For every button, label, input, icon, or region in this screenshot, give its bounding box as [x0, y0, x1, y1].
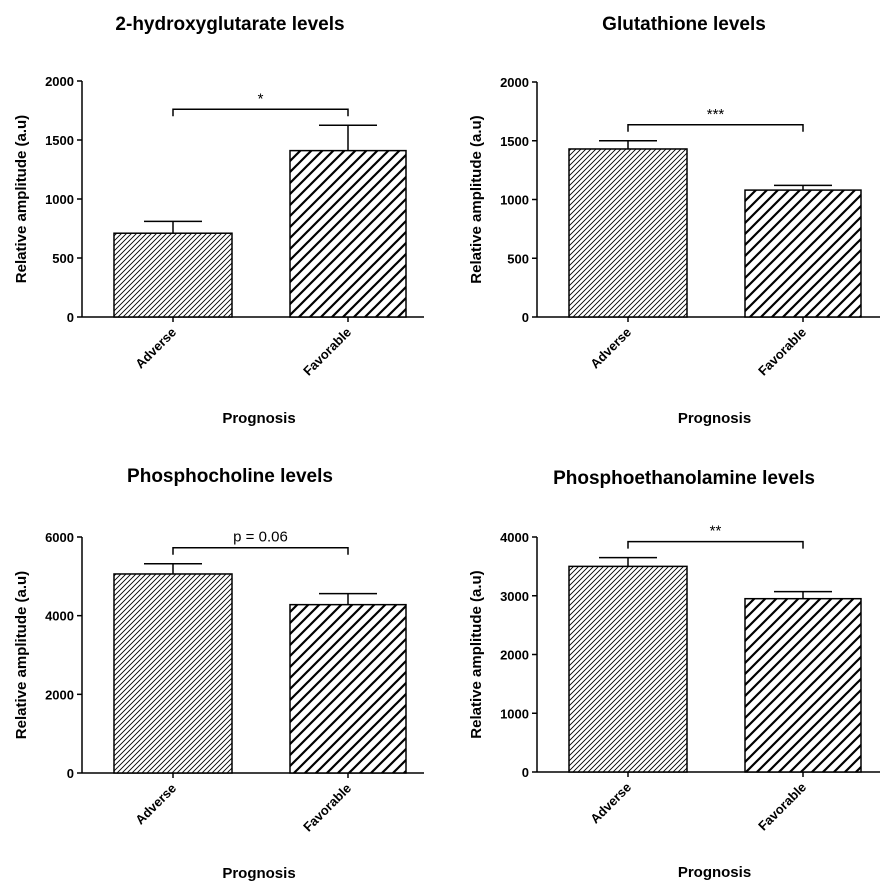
y-tick-label: 0: [522, 765, 529, 780]
y-tick-label: 2000: [45, 74, 74, 89]
significance-bracket: [627, 124, 804, 132]
y-tick-label: 0: [67, 766, 74, 781]
significance-bracket: [627, 540, 804, 549]
y-tick-label: 1000: [500, 706, 529, 721]
y-tick-label: 4000: [45, 609, 74, 624]
x-tick-label: Favorable: [755, 780, 809, 834]
y-tick-label: 2000: [500, 75, 529, 90]
x-tick-label: Adverse: [587, 325, 634, 372]
significance-bracket: [172, 108, 349, 117]
x-axis-label: Prognosis: [678, 864, 751, 881]
y-tick-label: 1000: [500, 193, 529, 208]
y-axis-label: Relative amplitude (a.u): [468, 570, 485, 738]
y-tick-label: 2000: [500, 648, 529, 663]
significance-label: ***: [707, 106, 725, 123]
x-axis-label: Prognosis: [222, 865, 295, 881]
y-tick-label: 1500: [500, 134, 529, 149]
chart-title: Phosphoethanolamine levels: [553, 468, 815, 489]
significance-label: **: [710, 523, 722, 540]
x-tick-label: Adverse: [587, 780, 634, 827]
y-tick-label: 2000: [45, 687, 74, 702]
chart-panel-4: Phosphoethanolamine levels Relative ampli…: [468, 468, 880, 881]
y-tick-label: 4000: [500, 530, 529, 545]
chart-panel-3: Phosphocholine levels Relative amplitude …: [13, 466, 424, 881]
x-axis-label: Prognosis: [222, 410, 295, 427]
significance-bracket: [172, 546, 349, 555]
x-tick-label: Favorable: [300, 325, 354, 379]
significance-label: p = 0.06: [233, 529, 288, 546]
y-tick-label: 500: [507, 251, 529, 266]
y-tick-label: 0: [522, 310, 529, 325]
bar-adverse: [568, 565, 688, 773]
y-axis-label: Relative amplitude (a.u): [13, 571, 30, 739]
x-tick-label: Adverse: [132, 325, 179, 372]
y-axis-label: Relative amplitude (a.u): [13, 115, 30, 283]
y-axis-label: Relative amplitude (a.u): [468, 115, 485, 283]
bar-favorable: [289, 149, 407, 318]
x-tick-label: Adverse: [132, 781, 179, 828]
bar-favorable: [289, 603, 407, 774]
bar-favorable: [744, 597, 862, 773]
y-tick-label: 6000: [45, 530, 74, 545]
y-tick-label: 3000: [500, 589, 529, 604]
y-tick-label: 1000: [45, 192, 74, 207]
chart-title: Phosphocholine levels: [127, 466, 333, 487]
bar-adverse: [113, 232, 233, 318]
chart-panel-1: 2-hydroxyglutarate levels Relative amplit…: [13, 14, 424, 427]
bar-adverse: [113, 573, 233, 774]
bar-favorable: [744, 189, 862, 318]
chart-title: 2-hydroxyglutarate levels: [115, 14, 344, 35]
chart-title: Glutathione levels: [602, 14, 766, 35]
y-tick-label: 0: [67, 310, 74, 325]
chart-panel-2: Glutathione levels Relative amplitude (a.…: [468, 14, 880, 427]
x-axis-label: Prognosis: [678, 410, 751, 427]
x-tick-label: Favorable: [755, 325, 809, 379]
y-tick-label: 500: [52, 251, 74, 266]
y-tick-label: 1500: [45, 133, 74, 148]
bar-adverse: [568, 148, 688, 318]
significance-label: *: [258, 90, 264, 107]
x-tick-label: Favorable: [300, 781, 354, 835]
